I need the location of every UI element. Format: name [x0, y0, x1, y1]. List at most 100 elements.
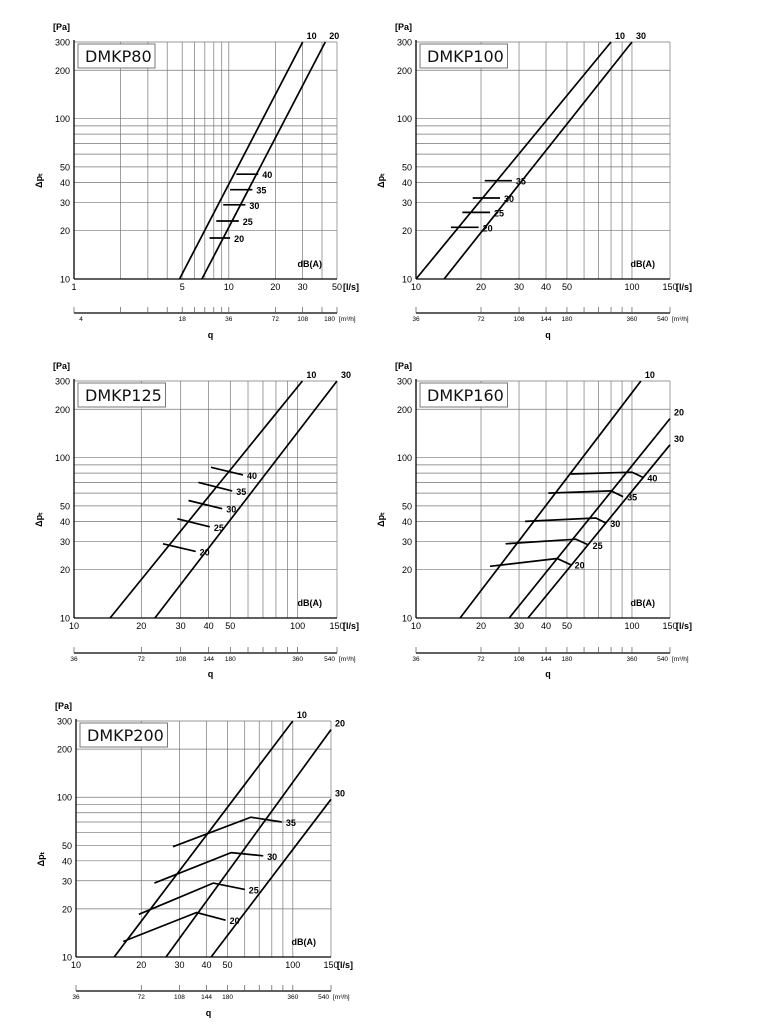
db-label: dB(A) [298, 259, 323, 269]
chart-title-box [79, 722, 168, 748]
y-tick-label: 30 [402, 537, 412, 547]
x-axis-label: q [206, 1008, 212, 1018]
y-tick-label: 100 [397, 114, 412, 124]
y-tick-label: 10 [60, 614, 70, 624]
x2-tick-label: 36 [412, 656, 420, 663]
series-line [201, 41, 327, 280]
y-tick-label: 30 [62, 876, 72, 886]
chart-dmkp100: 10 20 30 40 50 100 200 300 [Pa] Δpₜ 10 20 30 40 50 100 1… [376, 22, 692, 340]
x-tick-label: 40 [541, 621, 551, 631]
y-axis-label: Δpₜ [376, 173, 386, 188]
x-unit-label: [l/s] [676, 282, 692, 292]
noise-label: 25 [593, 541, 603, 551]
chart-title: DMKP100 [427, 47, 504, 66]
x-unit-label: [l/s] [676, 621, 692, 631]
y-tick-label: 300 [397, 377, 412, 387]
x-tick-label: 50 [223, 960, 233, 970]
x-axis-label: q [208, 330, 214, 340]
x2-tick-label: 144 [203, 656, 214, 663]
y-tick-label: 300 [397, 38, 412, 48]
x-tick-label: 40 [541, 282, 551, 292]
y-axis-label: Δpₜ [36, 851, 46, 866]
x-tick-label: 50 [562, 621, 572, 631]
noise-line [548, 490, 624, 498]
x2-tick-label: 36 [72, 994, 80, 1001]
noise-line [188, 499, 223, 510]
y-tick-label: 40 [402, 517, 412, 527]
x-tick-label: 100 [285, 960, 300, 970]
noise-label: 35 [236, 487, 246, 497]
noise-label: 40 [262, 170, 272, 180]
x-tick-label: 100 [624, 282, 639, 292]
noise-label: 25 [494, 208, 504, 218]
noise-label: 30 [504, 194, 514, 204]
series-line [165, 729, 332, 958]
x2-tick-label: 18 [179, 316, 187, 323]
x2-tick-label: 144 [201, 994, 212, 1001]
noise-line [489, 557, 571, 568]
x-tick-label: 40 [202, 960, 212, 970]
series-label: 30 [674, 434, 684, 444]
y-tick-label: 100 [397, 453, 412, 463]
x2-tick-label: 72 [477, 656, 485, 663]
series-line [154, 380, 338, 619]
x2-tick-label: 360 [627, 656, 638, 663]
x-tick-label: 30 [298, 282, 308, 292]
series-line [415, 41, 612, 280]
x2-unit-label: [m³/h] [333, 994, 350, 1001]
series-label: 30 [341, 370, 351, 380]
x2-tick-label: 540 [324, 656, 335, 663]
series-label: 10 [645, 370, 655, 380]
y-tick-label: 20 [402, 565, 412, 575]
noise-line [122, 911, 226, 943]
y-tick-label: 200 [397, 405, 412, 415]
y-tick-label: 300 [55, 377, 70, 387]
noise-label: 30 [610, 519, 620, 529]
series-label: 10 [306, 370, 316, 380]
y-unit-label: [Pa] [55, 701, 72, 711]
x-tick-label: 30 [176, 621, 186, 631]
y-unit-label: [Pa] [395, 22, 412, 32]
x2-unit-label: [m³/h] [672, 656, 689, 663]
x-axis-label: q [545, 669, 551, 679]
x2-tick-label: 72 [272, 316, 280, 323]
x2-tick-label: 540 [657, 656, 668, 663]
noise-label: 20 [200, 547, 210, 557]
chart-title: DMKP125 [85, 386, 162, 405]
x-unit-label: [l/s] [343, 282, 359, 292]
noise-label: 20 [483, 223, 493, 233]
noise-line [154, 851, 264, 884]
y-axis-label: Δpₜ [376, 512, 386, 527]
y-tick-label: 50 [60, 162, 70, 172]
x-tick-label: 30 [174, 960, 184, 970]
x2-tick-label: 360 [627, 316, 638, 323]
x2-tick-label: 36 [225, 316, 233, 323]
x-axis-label: q [208, 669, 214, 679]
noise-line [570, 471, 644, 479]
x-tick-label: 10 [411, 282, 421, 292]
y-tick-label: 10 [402, 614, 412, 624]
x-tick-label: 20 [136, 621, 146, 631]
y-tick-label: 20 [62, 904, 72, 914]
y-tick-label: 40 [60, 517, 70, 527]
chart-title-box [419, 382, 508, 408]
x-unit-label: [l/s] [337, 960, 353, 970]
x-tick-label: 150 [329, 621, 344, 631]
series-line [109, 380, 304, 619]
noise-line [177, 517, 211, 528]
y-tick-label: 40 [402, 178, 412, 188]
x-unit-label: [l/s] [343, 621, 359, 631]
x2-tick-label: 36 [70, 656, 78, 663]
y-tick-label: 10 [60, 275, 70, 285]
x2-tick-label: 36 [412, 316, 420, 323]
noise-line [210, 466, 244, 476]
x-axis-label: q [545, 330, 551, 340]
x2-tick-label: 540 [657, 316, 668, 323]
x-tick-label: 20 [476, 621, 486, 631]
series-label: 20 [335, 719, 345, 729]
noise-label: 20 [234, 234, 244, 244]
noise-label: 30 [267, 852, 277, 862]
x-tick-label: 150 [662, 282, 677, 292]
